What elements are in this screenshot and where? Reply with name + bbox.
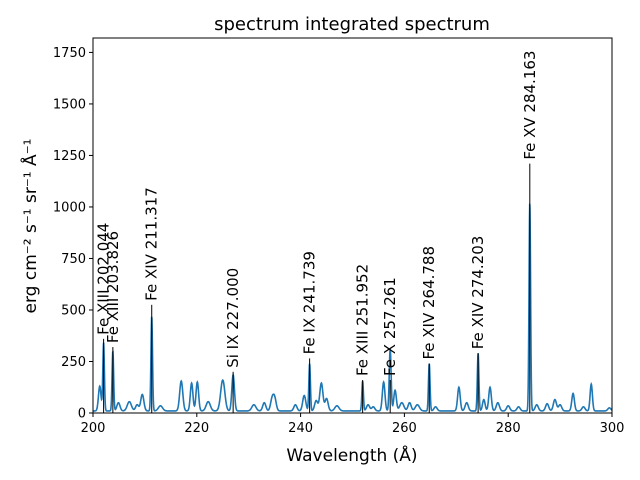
line-label: Fe XIII 203.826 bbox=[104, 231, 122, 343]
y-tick-label: 500 bbox=[61, 303, 86, 318]
line-label: Fe XIII 251.952 bbox=[354, 264, 372, 376]
spectrum-line bbox=[93, 203, 613, 412]
line-label: Fe XIV 264.788 bbox=[420, 246, 438, 360]
plot-frame bbox=[92, 37, 613, 414]
x-tick-label: 300 bbox=[600, 421, 625, 436]
line-label: Fe XIV 274.203 bbox=[469, 236, 487, 350]
y-tick-label: 1000 bbox=[53, 200, 86, 215]
x-tick-label: 280 bbox=[496, 421, 521, 436]
line-label: Si IX 227.000 bbox=[224, 268, 242, 368]
y-tick-label: 750 bbox=[61, 252, 86, 267]
y-tick-label: 1250 bbox=[53, 149, 86, 164]
line-label: Fe XV 284.163 bbox=[521, 51, 539, 160]
x-axis-label: Wavelength (Å) bbox=[286, 444, 417, 466]
line-label: Fe XIII 202.044 bbox=[95, 223, 113, 335]
y-tick-label: 250 bbox=[61, 355, 86, 370]
y-tick-label: 1750 bbox=[53, 46, 86, 61]
y-tick-label: 0 bbox=[78, 407, 86, 422]
x-tick-label: 220 bbox=[184, 421, 209, 436]
line-label: Fe X 257.261 bbox=[381, 277, 399, 376]
line-label: Fe IX 241.739 bbox=[301, 251, 319, 354]
x-tick-label: 260 bbox=[392, 421, 417, 436]
y-axis-label: erg cm⁻² s⁻¹ sr⁻¹ Å⁻¹ bbox=[19, 139, 41, 314]
chart-title: spectrum integrated spectrum bbox=[214, 14, 490, 35]
line-label: Fe XIV 211.317 bbox=[143, 187, 161, 301]
x-tick-label: 240 bbox=[288, 421, 313, 436]
y-tick-label: 1500 bbox=[53, 97, 86, 112]
x-tick-label: 200 bbox=[81, 421, 106, 436]
